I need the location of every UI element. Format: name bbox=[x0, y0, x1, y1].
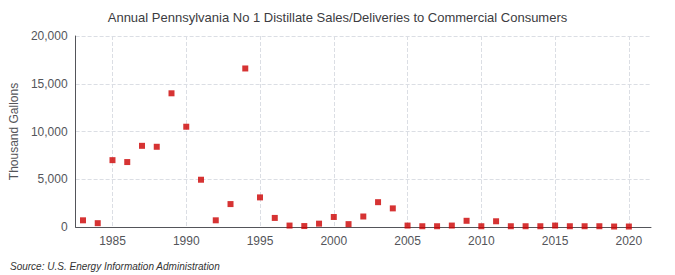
svg-text:10,000: 10,000 bbox=[31, 125, 68, 139]
svg-text:Thousand Gallons: Thousand Gallons bbox=[7, 83, 21, 180]
svg-text:0: 0 bbox=[61, 220, 68, 234]
svg-text:20,000: 20,000 bbox=[31, 29, 68, 43]
svg-text:Annual Pennsylvania No 1 Disti: Annual Pennsylvania No 1 Distillate Sale… bbox=[108, 10, 568, 25]
svg-text:2005: 2005 bbox=[394, 234, 421, 248]
svg-text:1990: 1990 bbox=[173, 234, 200, 248]
svg-text:2010: 2010 bbox=[468, 234, 495, 248]
svg-text:5,000: 5,000 bbox=[38, 172, 68, 186]
svg-text:1995: 1995 bbox=[247, 234, 274, 248]
svg-text:2015: 2015 bbox=[542, 234, 569, 248]
svg-text:Source: U.S. Energy Informatio: Source: U.S. Energy Information Administ… bbox=[10, 261, 220, 272]
svg-text:2020: 2020 bbox=[616, 234, 643, 248]
svg-text:1985: 1985 bbox=[99, 234, 126, 248]
svg-text:15,000: 15,000 bbox=[31, 77, 68, 91]
svg-text:2000: 2000 bbox=[320, 234, 347, 248]
